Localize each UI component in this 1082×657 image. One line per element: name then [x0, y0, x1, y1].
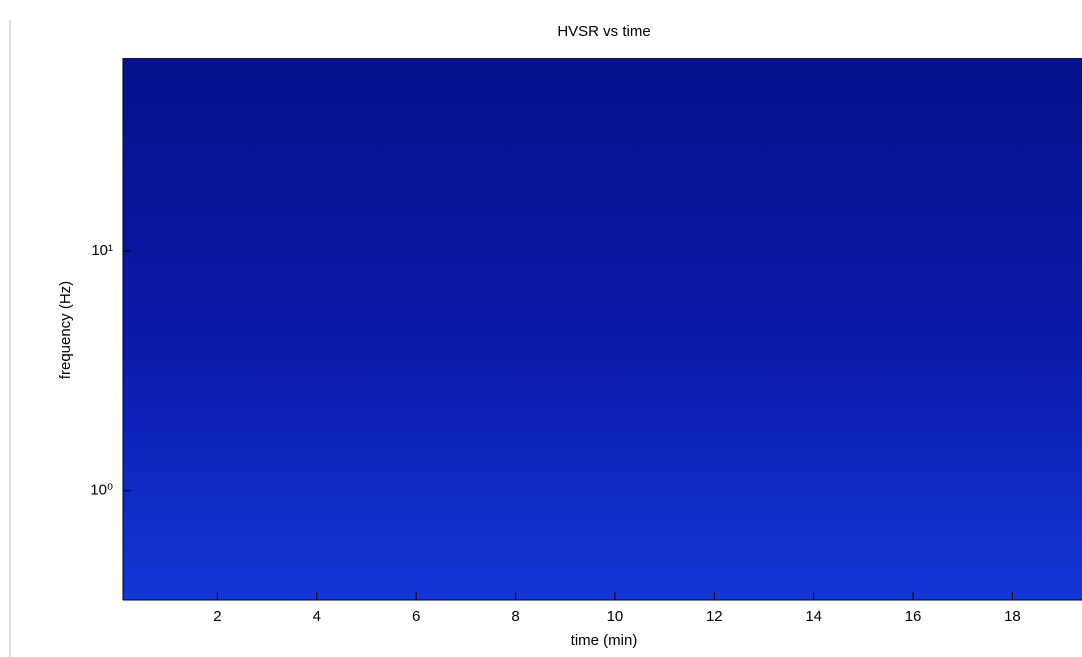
- x-tick-label: 14: [805, 608, 822, 625]
- chart-title: HVSR vs time: [557, 23, 650, 40]
- x-tick-label: 18: [1004, 608, 1021, 625]
- y-axis-label: frequency (Hz): [57, 281, 74, 379]
- heatmap-field: [123, 58, 1082, 600]
- x-tick-label: 12: [706, 608, 723, 625]
- x-tick-label: 2: [213, 608, 221, 625]
- y-tick-label: 10¹: [91, 242, 113, 259]
- x-axis-label: time (min): [571, 632, 638, 649]
- x-tick-label: 6: [412, 608, 420, 625]
- x-tick-label: 4: [313, 608, 321, 625]
- x-tick-label: 10: [607, 608, 624, 625]
- y-tick-label: 10⁰: [90, 482, 113, 499]
- x-tick-label: 16: [905, 608, 922, 625]
- x-tick-label: 8: [511, 608, 519, 625]
